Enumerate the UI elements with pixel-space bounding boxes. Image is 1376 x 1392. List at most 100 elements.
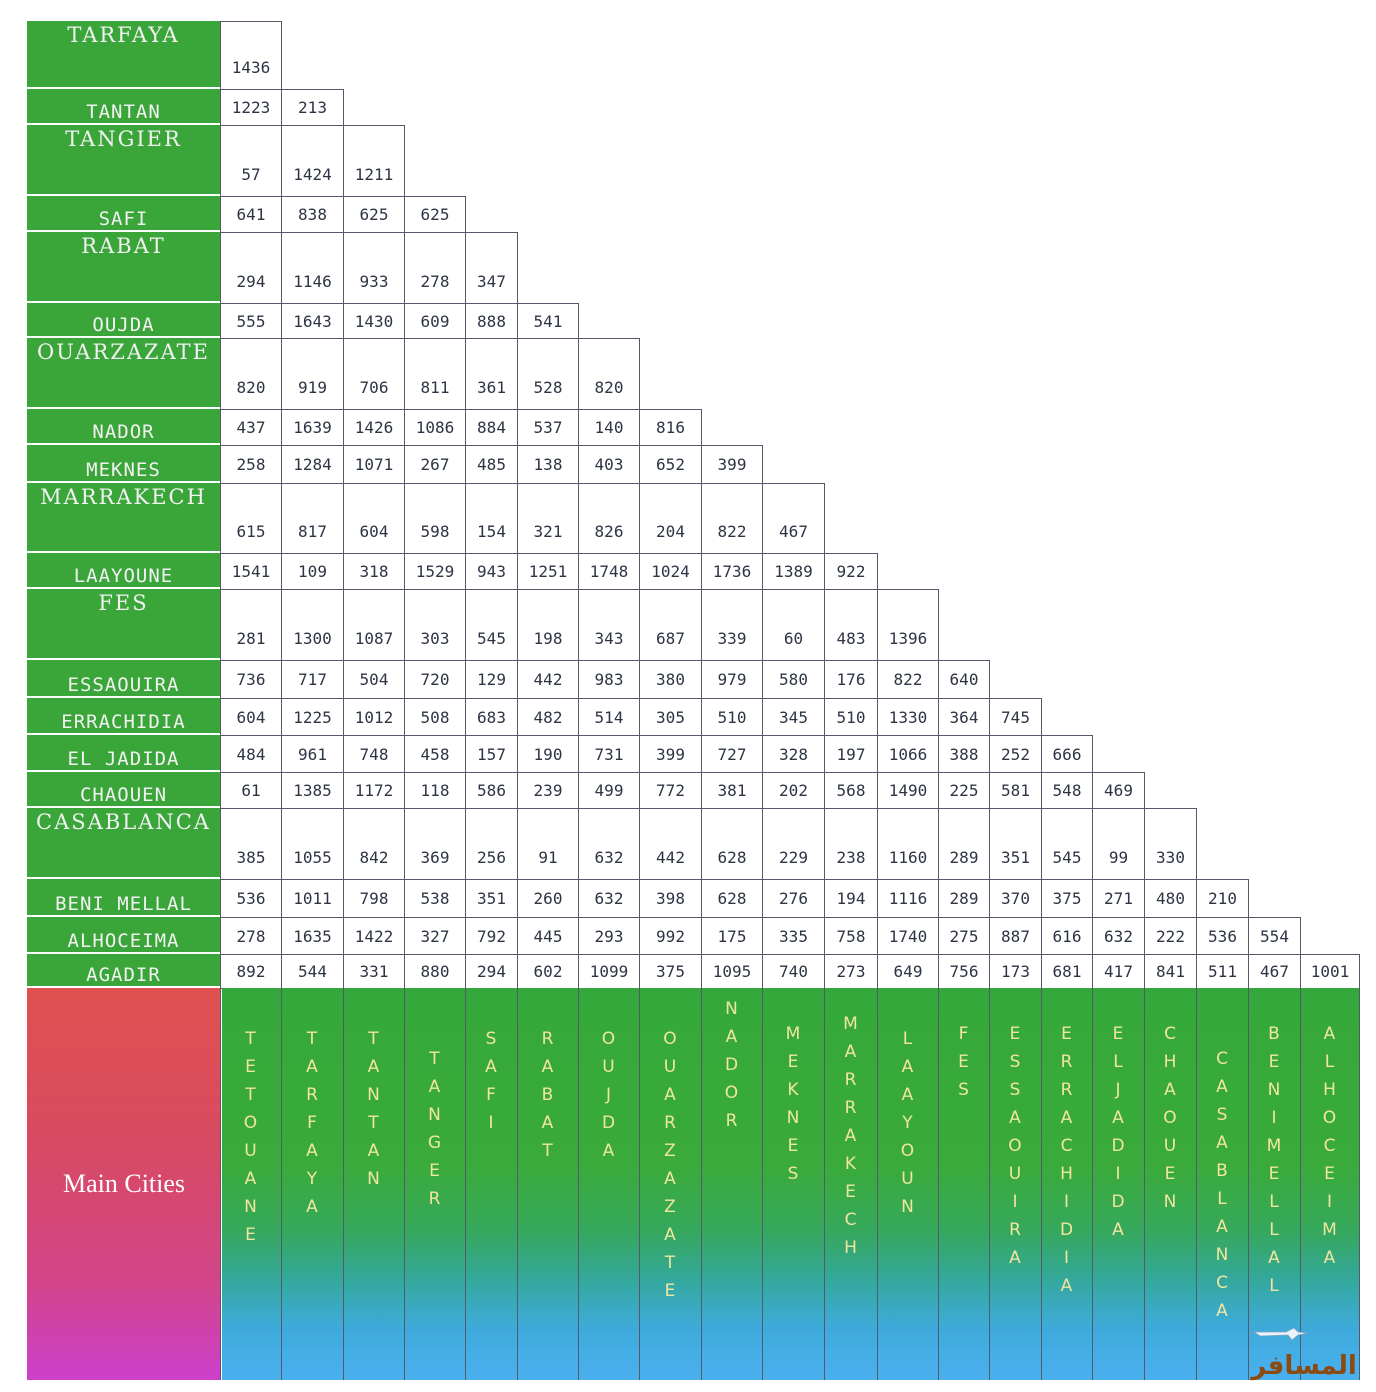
column-label-letter: M xyxy=(1266,1136,1282,1156)
column-label-letter: N xyxy=(1215,1245,1229,1265)
distance-cell: 616 xyxy=(1041,917,1093,955)
distance-cell: 194 xyxy=(824,879,878,918)
distance-cell: 504 xyxy=(343,660,405,699)
distance-cell: 118 xyxy=(404,772,466,809)
distance-cell: 884 xyxy=(465,409,518,446)
distance-cell: 1024 xyxy=(639,553,702,590)
distance-cell: 756 xyxy=(938,954,990,989)
distance-cell: 294 xyxy=(220,232,282,304)
column-label-letter: B xyxy=(1216,1161,1228,1181)
distance-cell: 278 xyxy=(404,232,466,304)
column-label-letter: U xyxy=(602,1057,615,1077)
column-label-letter: A xyxy=(901,1085,914,1105)
distance-cell: 720 xyxy=(404,660,466,699)
distance-cell: 536 xyxy=(1196,917,1249,955)
column-label-letter: E xyxy=(245,1225,256,1245)
distance-cell: 508 xyxy=(404,698,466,736)
distance-cell: 604 xyxy=(220,698,282,736)
column-label-letter: I xyxy=(1063,1248,1069,1268)
distance-cell: 364 xyxy=(938,698,990,736)
distance-cell: 1160 xyxy=(877,808,939,880)
distance-cell: 1330 xyxy=(877,698,939,736)
distance-cell: 204 xyxy=(639,483,702,554)
column-label-letter: L xyxy=(1269,1192,1279,1212)
column-divider xyxy=(824,988,825,1380)
distance-cell: 604 xyxy=(343,483,405,554)
column-label-letter: H xyxy=(844,1238,857,1258)
distance-cell: 335 xyxy=(762,917,825,955)
column-label-letter: O xyxy=(900,1141,915,1161)
distance-cell: 1422 xyxy=(343,917,405,955)
column-label-letter: F xyxy=(307,1113,317,1133)
column-label-letter: C xyxy=(844,1210,857,1230)
row-label: MEKNES xyxy=(27,445,220,483)
distance-cell: 772 xyxy=(639,772,702,809)
distance-cell: 190 xyxy=(517,735,579,773)
distance-cell: 499 xyxy=(578,772,640,809)
distance-cell: 740 xyxy=(762,954,825,989)
distance-cell: 1740 xyxy=(877,917,939,955)
distance-cell: 1748 xyxy=(578,553,640,590)
distance-cell: 173 xyxy=(989,954,1042,989)
column-divider xyxy=(1248,988,1249,1380)
distance-cell: 1639 xyxy=(281,409,344,446)
distance-cell: 514 xyxy=(578,698,640,736)
column-label-letter: N xyxy=(1267,1080,1281,1100)
distance-cell: 919 xyxy=(281,338,344,410)
column-divider xyxy=(281,988,282,1380)
distance-cell: 628 xyxy=(701,879,763,918)
column-divider xyxy=(1196,988,1197,1380)
distance-cell: 157 xyxy=(465,735,518,773)
distance-cell: 267 xyxy=(404,445,466,484)
distance-cell: 538 xyxy=(404,879,466,918)
distance-cell: 943 xyxy=(465,553,518,590)
column-label: RABATRABAT xyxy=(517,1025,578,1165)
column-label-letter: S xyxy=(1216,1105,1228,1125)
column-label-letter: N xyxy=(428,1105,441,1125)
distance-cell: 321 xyxy=(517,483,579,554)
distance-cell: 625 xyxy=(343,196,405,233)
distance-cell: 458 xyxy=(404,735,466,773)
distance-cell: 442 xyxy=(639,808,702,880)
column-label-letter: A xyxy=(1009,1108,1021,1128)
distance-cell: 649 xyxy=(877,954,939,989)
distance-cell: 842 xyxy=(343,808,405,880)
column-label-letter: E xyxy=(1268,1164,1280,1184)
distance-cell: 375 xyxy=(639,954,702,989)
column-label-letter: R xyxy=(1060,1052,1073,1072)
distance-cell: 727 xyxy=(701,735,763,773)
column-label-letter: H xyxy=(1163,1052,1177,1072)
distance-cell: 238 xyxy=(824,808,878,880)
column-label-letter: H xyxy=(1323,1080,1336,1100)
column-label-letter: A xyxy=(541,1057,554,1077)
column-label: SAFISAFI xyxy=(465,1025,517,1137)
svg-text:المسافر: المسافر xyxy=(1249,1351,1356,1381)
column-label-letter: I xyxy=(1326,1192,1332,1212)
column-divider xyxy=(1359,988,1360,1380)
column-divider xyxy=(938,988,939,1380)
distance-cell: 398 xyxy=(639,879,702,918)
distance-cell: 1490 xyxy=(877,772,939,809)
column-label-letter: A xyxy=(901,1057,914,1077)
row-label: CASABLANCA xyxy=(27,808,220,879)
column-divider xyxy=(1041,988,1042,1380)
distance-cell: 375 xyxy=(1041,879,1093,918)
column-label-letter: S xyxy=(1009,1080,1021,1100)
column-label-letter: A xyxy=(1323,1248,1336,1268)
distance-cell: 318 xyxy=(343,553,405,590)
column-label-letter: I xyxy=(1271,1108,1277,1128)
distance-cell: 1426 xyxy=(343,409,405,446)
column-label-letter: A xyxy=(1323,1024,1336,1044)
column-divider xyxy=(465,988,466,1380)
distance-cell: 545 xyxy=(1041,808,1093,880)
column-label-letter: D xyxy=(1059,1220,1074,1240)
distance-cell: 609 xyxy=(404,303,466,339)
main-cities-label: Main Cities xyxy=(27,988,221,1380)
column-divider xyxy=(1144,988,1145,1380)
column-label-letter: A xyxy=(602,1141,615,1161)
distance-cell: 339 xyxy=(701,589,763,661)
distance-cell: 717 xyxy=(281,660,344,699)
distance-cell: 822 xyxy=(701,483,763,554)
column-label-letter: F xyxy=(486,1085,496,1105)
distance-cell: 933 xyxy=(343,232,405,304)
